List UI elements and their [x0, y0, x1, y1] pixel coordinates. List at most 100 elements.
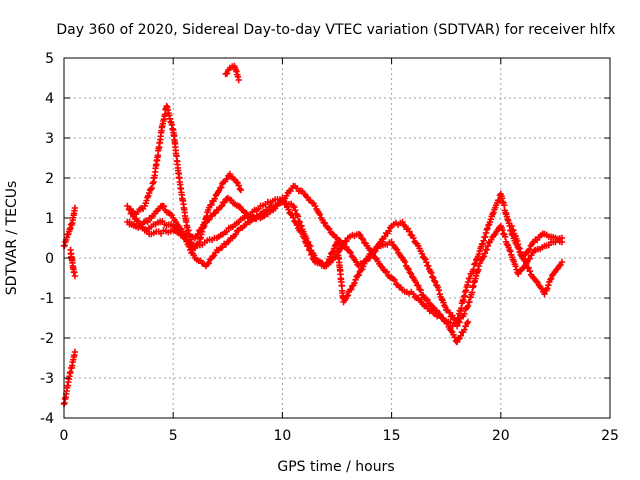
x-axis-label: GPS time / hours	[277, 459, 394, 475]
data-point	[326, 253, 334, 260]
data-point	[211, 195, 218, 202]
data-point	[290, 214, 297, 221]
data-point	[294, 213, 302, 220]
x-tick-label: 5	[169, 428, 178, 444]
data-point	[329, 248, 337, 256]
data-point	[187, 238, 195, 246]
data-point	[449, 312, 456, 319]
data-point	[359, 236, 367, 243]
data-point	[291, 207, 299, 214]
data-point	[471, 261, 478, 268]
data-point	[291, 204, 298, 211]
data-points	[60, 62, 566, 408]
y-tick-label: 0	[45, 251, 54, 267]
data-point	[219, 244, 226, 251]
data-point	[355, 271, 363, 279]
data-point	[218, 203, 225, 210]
data-point	[418, 250, 426, 257]
data-point	[144, 218, 151, 226]
data-point	[401, 258, 409, 266]
data-point	[464, 318, 472, 326]
data-point	[205, 259, 212, 267]
data-point	[429, 273, 436, 280]
data-point	[361, 260, 368, 267]
y-tick-label: 4	[45, 91, 54, 107]
data-point	[526, 255, 534, 262]
data-point	[412, 278, 420, 286]
data-point	[235, 182, 242, 189]
data-point	[288, 211, 296, 218]
data-point	[503, 240, 511, 248]
data-point	[385, 227, 393, 235]
data-point	[472, 260, 479, 267]
data-point	[71, 204, 79, 212]
data-point	[126, 206, 133, 214]
data-point	[455, 336, 462, 343]
data-point	[526, 246, 533, 253]
data-point	[71, 272, 79, 280]
data-point	[444, 319, 451, 327]
y-tick-label: -3	[40, 371, 54, 387]
data-point	[442, 303, 449, 311]
data-point	[423, 259, 430, 266]
data-point	[351, 279, 358, 287]
data-point	[311, 202, 319, 210]
y-tick-label: 3	[45, 131, 54, 147]
data-point	[143, 197, 150, 204]
x-tick-label: 10	[273, 428, 291, 444]
data-point	[466, 275, 474, 282]
data-point	[160, 203, 168, 210]
data-point	[280, 197, 287, 204]
data-point	[541, 290, 548, 298]
data-point	[512, 263, 519, 270]
data-point	[237, 186, 245, 194]
y-tick-label: 2	[45, 171, 54, 187]
data-point	[326, 225, 333, 233]
y-tick-label: -2	[40, 331, 54, 347]
data-point	[417, 286, 424, 294]
data-point	[298, 228, 306, 236]
data-point	[347, 249, 354, 256]
series-outlier-cluster	[222, 62, 242, 84]
data-point	[71, 348, 79, 356]
data-point	[507, 248, 514, 255]
data-point	[525, 264, 532, 272]
data-point	[344, 292, 352, 299]
data-point	[321, 219, 329, 227]
data-point	[305, 242, 312, 250]
data-point	[457, 332, 464, 339]
data-point	[223, 70, 231, 77]
data-point	[558, 258, 566, 266]
data-point	[301, 234, 308, 242]
data-point	[285, 206, 292, 213]
data-point	[481, 250, 489, 257]
data-point	[232, 231, 239, 238]
data-point	[352, 276, 359, 284]
data-point	[221, 199, 228, 206]
chart-title: Day 360 of 2020, Sidereal Day-to-day VTE…	[56, 22, 615, 38]
data-point	[383, 268, 391, 276]
x-tick-label: 0	[60, 428, 69, 444]
data-point	[290, 202, 297, 210]
x-tick-label: 15	[383, 428, 401, 444]
data-point	[421, 254, 428, 262]
data-point	[343, 238, 350, 245]
axis-ticks	[63, 57, 611, 419]
data-point	[415, 282, 422, 289]
data-point	[473, 256, 480, 264]
data-point	[357, 231, 364, 239]
data-point	[425, 262, 432, 270]
data-point	[409, 273, 416, 281]
series-early-dip	[67, 246, 79, 280]
data-point	[148, 185, 155, 192]
data-point	[487, 216, 494, 223]
y-tick-label: 5	[45, 51, 54, 67]
data-point	[483, 246, 491, 254]
data-point	[435, 287, 443, 294]
data-point	[393, 246, 401, 253]
data-point	[226, 170, 234, 178]
data-point	[484, 242, 492, 250]
y-tick-label: 1	[45, 211, 54, 227]
